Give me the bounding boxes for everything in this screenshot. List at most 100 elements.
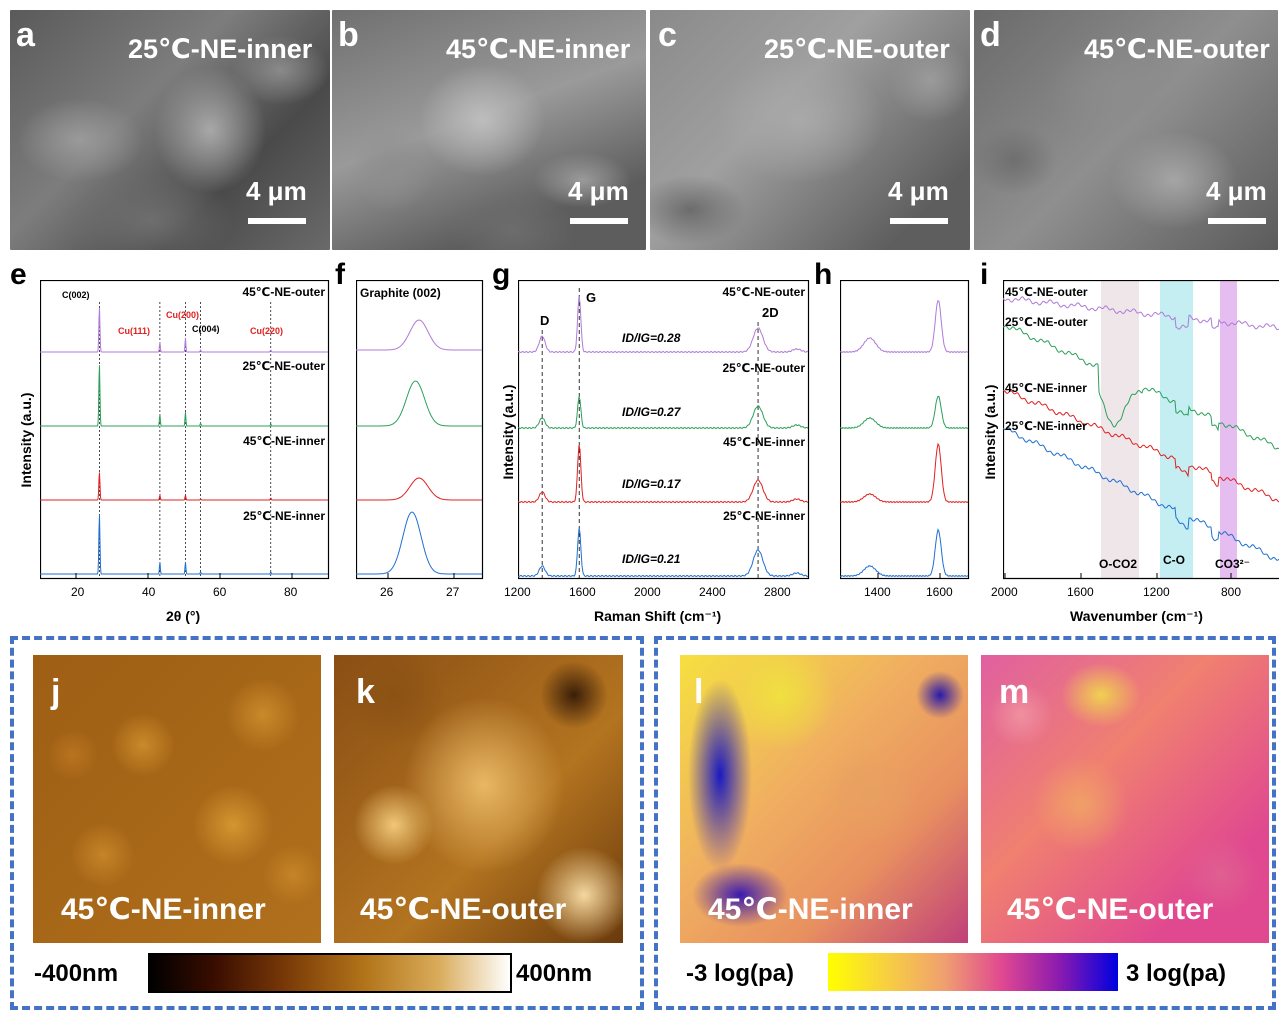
g-ratio-25outer: ID/IG=0.27 <box>622 405 682 419</box>
plot-f-xtick-27: 27 <box>446 585 460 599</box>
e-curve-3 <box>40 514 328 575</box>
plot-i-xtick-2000: 2000 <box>991 585 1018 599</box>
h-curve-3 <box>840 528 969 578</box>
afm-colorbar-max: 400nm <box>516 960 593 987</box>
sem-title-b: 45℃-NE-inner <box>446 34 631 64</box>
plot-e-xtick-40: 40 <box>142 585 156 599</box>
g-curve-2 <box>518 445 809 504</box>
scale-bar-c <box>890 218 948 224</box>
g-band-d: D <box>540 313 549 328</box>
plot-e-xlabel: 2θ (°) <box>166 608 201 624</box>
scale-bar-b <box>570 218 628 224</box>
panel-letter-a: a <box>16 16 35 54</box>
map-caption-k: 45℃-NE-outer <box>360 893 567 926</box>
plot-i-xtick-1200: 1200 <box>1143 585 1170 599</box>
modulus-map-l: l 45℃-NE-inner <box>680 655 968 943</box>
panel-letter-b: b <box>338 16 359 54</box>
e-curve-1 <box>40 365 328 427</box>
e-curve-2 <box>40 472 328 501</box>
afm-colorbar-min: -400nm <box>34 960 119 987</box>
plot-h-xtick-1600: 1600 <box>926 585 953 599</box>
sem-title-d: 45℃-NE-outer <box>1084 34 1270 64</box>
g-series-label-45outer: 45℃-NE-outer <box>722 285 805 299</box>
sem-title-a: 25℃-NE-inner <box>128 34 313 64</box>
plot-letter-h: h <box>814 258 833 291</box>
map-letter-j: j <box>51 673 61 711</box>
panel-letter-c: c <box>658 16 677 54</box>
i-band-co3: CO3²⁻ <box>1215 557 1250 571</box>
panel-letter-d: d <box>980 16 1001 54</box>
modulus-colorbar <box>828 953 1118 991</box>
f-title: Graphite (002) <box>360 286 441 300</box>
plot-i-svg: 45℃-NE-outer 25℃-NE-outer 45℃-NE-inner 2… <box>1003 280 1279 580</box>
map-letter-k: k <box>356 673 375 711</box>
e-series-label-25outer: 25℃-NE-outer <box>242 359 325 373</box>
plot-g-svg: D G 2D 45℃-NE-outer 25℃-NE-outer 45℃-NE-… <box>518 280 810 580</box>
plot-f-svg: Graphite (002) <box>356 280 484 580</box>
plot-e-svg: C(002) Cu(111) Cu(200) C(004) Cu(220) 45… <box>40 280 330 580</box>
i-series-label-45inner: 45℃-NE-inner <box>1005 381 1087 395</box>
map-letter-m: m <box>999 673 1030 711</box>
g-series-label-25outer: 25℃-NE-outer <box>722 361 805 375</box>
plot-h-svg <box>840 280 970 580</box>
e-curve-0 <box>40 307 328 353</box>
f-curve-3 <box>356 511 482 575</box>
modulus-colorbar-min: -3 log(pa) <box>686 960 794 987</box>
plot-g-xtick-1200: 1200 <box>504 585 531 599</box>
map-letter-l: l <box>694 673 704 711</box>
g-band-g: G <box>586 290 596 305</box>
i-band-co: C-O <box>1163 553 1185 567</box>
afm-map-k: k 45℃-NE-outer <box>334 655 623 943</box>
e-peak-label-cu220: Cu(220) <box>250 326 283 336</box>
g-ratio-45outer: ID/IG=0.28 <box>622 331 681 345</box>
sem-panel-a: a 25℃-NE-inner 4 μm <box>10 10 330 250</box>
g-ratio-45inner: ID/IG=0.17 <box>622 477 682 491</box>
plot-g-xtick-2000: 2000 <box>634 585 661 599</box>
scale-label-a: 4 μm <box>246 176 307 206</box>
h-curve-2 <box>840 442 969 504</box>
scale-label-c: 4 μm <box>888 176 949 206</box>
plot-g-xtick-2400: 2400 <box>699 585 726 599</box>
e-peak-label-c004: C(004) <box>192 324 220 334</box>
g-band-2d: 2D <box>762 305 779 320</box>
map-caption-j: 45℃-NE-inner <box>61 893 266 926</box>
sem-panel-b: b 45℃-NE-inner 4 μm <box>332 10 646 250</box>
plot-e-xtick-80: 80 <box>284 585 298 599</box>
g-curve-3 <box>518 528 809 578</box>
scale-label-d: 4 μm <box>1206 176 1267 206</box>
plot-letter-e: e <box>10 258 27 291</box>
afm-colorbar <box>148 953 512 993</box>
plot-f-xtick-26: 26 <box>380 585 394 599</box>
f-curve-2 <box>356 477 482 501</box>
plot-h-xtick-1400: 1400 <box>864 585 891 599</box>
scale-bar-a <box>248 218 306 224</box>
f-curve-1 <box>356 380 482 427</box>
plot-g-ylabel: Intensity (a.u.) <box>500 384 516 480</box>
plot-i-ylabel: Intensity (a.u.) <box>982 384 998 480</box>
i-series-label-45outer: 45℃-NE-outer <box>1005 285 1088 299</box>
h-curve-0 <box>840 299 969 354</box>
g-curve-0 <box>518 296 809 354</box>
e-peak-label-cu111: Cu(111) <box>118 326 150 336</box>
e-series-label-45inner: 45℃-NE-inner <box>243 434 325 448</box>
modulus-colorbar-max: 3 log(pa) <box>1126 960 1226 987</box>
plot-i-xtick-1600: 1600 <box>1067 585 1094 599</box>
plot-letter-g: g <box>492 258 511 291</box>
sem-panel-d: d 45℃-NE-outer 4 μm <box>974 10 1278 250</box>
i-curve-1 <box>1003 325 1279 450</box>
i-series-label-25outer: 25℃-NE-outer <box>1005 315 1088 329</box>
afm-map-j: j 45℃-NE-inner <box>33 655 321 943</box>
map-caption-l: 45℃-NE-inner <box>708 893 913 926</box>
plot-g-xtick-1600: 1600 <box>569 585 596 599</box>
scale-label-b: 4 μm <box>568 176 629 206</box>
h-curve-1 <box>840 395 969 429</box>
i-curve-2 <box>1003 389 1279 503</box>
g-ratio-25inner: ID/IG=0.21 <box>622 552 681 566</box>
scale-bar-d <box>1208 218 1266 224</box>
plot-i-xtick-800: 800 <box>1221 585 1242 599</box>
e-series-label-25inner: 25℃-NE-inner <box>243 509 325 523</box>
g-series-label-25inner: 25℃-NE-inner <box>723 509 805 523</box>
e-peak-label-c002: C(002) <box>62 290 90 300</box>
i-curve-3 <box>1003 426 1279 561</box>
sem-title-c: 25℃-NE-outer <box>764 34 950 64</box>
